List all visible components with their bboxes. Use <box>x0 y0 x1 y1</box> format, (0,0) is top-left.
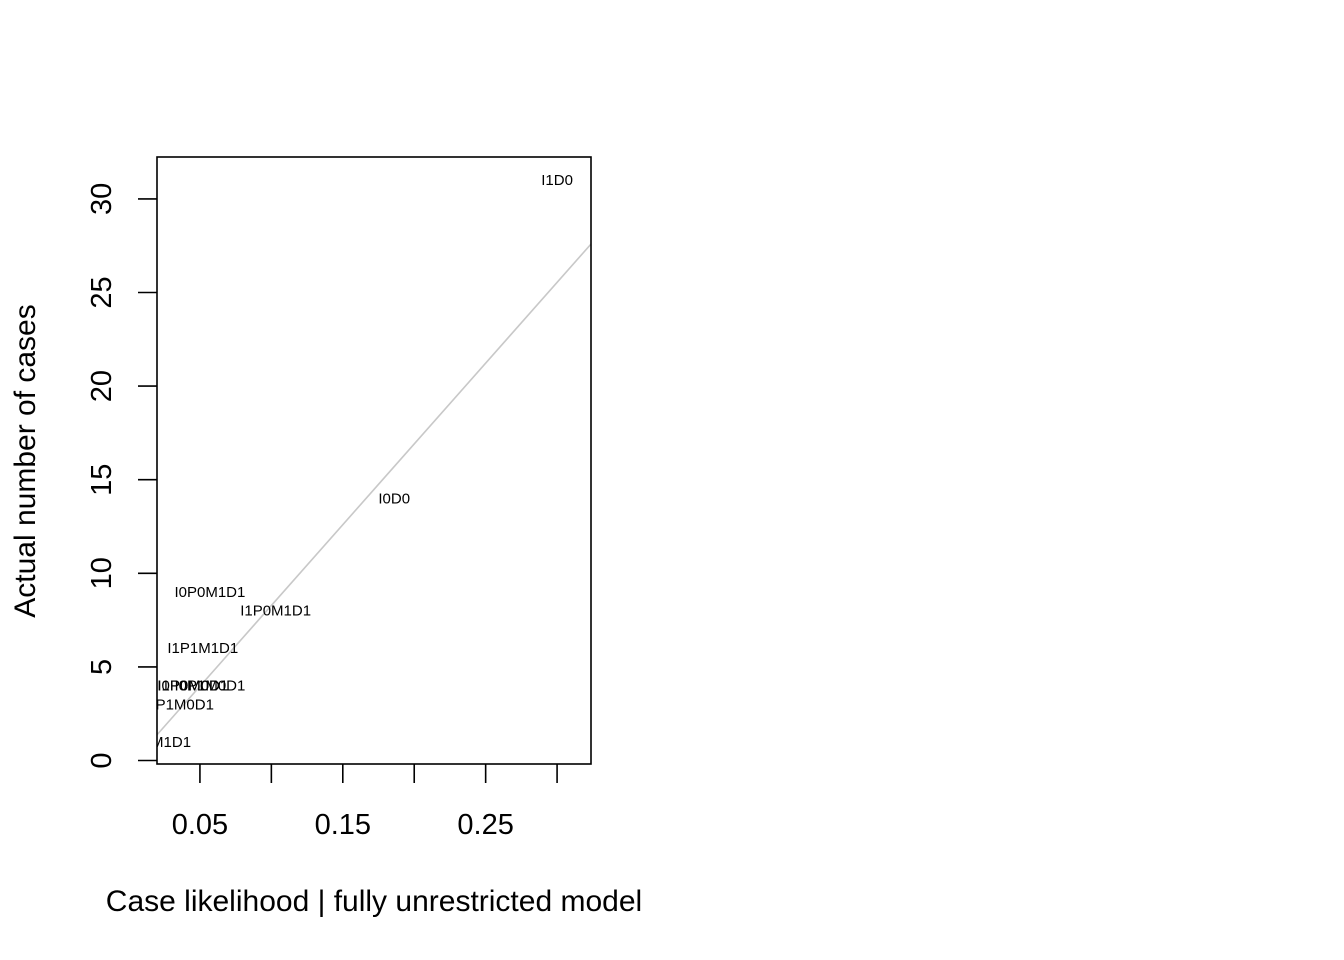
plot-frame <box>156 156 592 765</box>
y-tick-label: 5 <box>86 659 118 675</box>
x-axis-label: Case likelihood | fully unrestricted mod… <box>106 885 642 918</box>
point-label: I0P0M0D1 <box>157 678 228 695</box>
y-axis-label: Actual number of cases <box>9 304 42 618</box>
x-tick-label: 0.05 <box>172 809 228 841</box>
point-label: I0P0M1D1 <box>174 584 245 601</box>
y-tick-label: 10 <box>86 557 118 589</box>
point-label: I1P0M0D1 <box>157 678 228 695</box>
y-tick-label: 25 <box>86 276 118 308</box>
point-label: I1P1M1D1 <box>167 640 238 657</box>
y-tick-label: 0 <box>86 752 118 768</box>
x-tick-label: 0.15 <box>315 809 371 841</box>
y-tick-label: 15 <box>86 464 118 496</box>
point-label: I1P1M0D1 <box>143 696 214 713</box>
x-tick-label: 0.25 <box>457 809 513 841</box>
point-label: I0P1M1D1 <box>120 734 191 751</box>
y-tick-label: 20 <box>86 370 118 402</box>
reference-line <box>157 242 591 737</box>
plot-area: 0.05 0.15 0.25 0 5 10 15 20 25 30 I1D0 I0D0 I0P0M1D1… <box>86 156 592 841</box>
point-label: I0P1M0D1 <box>174 678 245 695</box>
y-tick-label: 30 <box>86 183 118 215</box>
point-label: I1P0M1D1 <box>240 603 311 620</box>
point-label: I1D0 <box>541 172 573 189</box>
point-label: I0D0 <box>378 490 410 507</box>
